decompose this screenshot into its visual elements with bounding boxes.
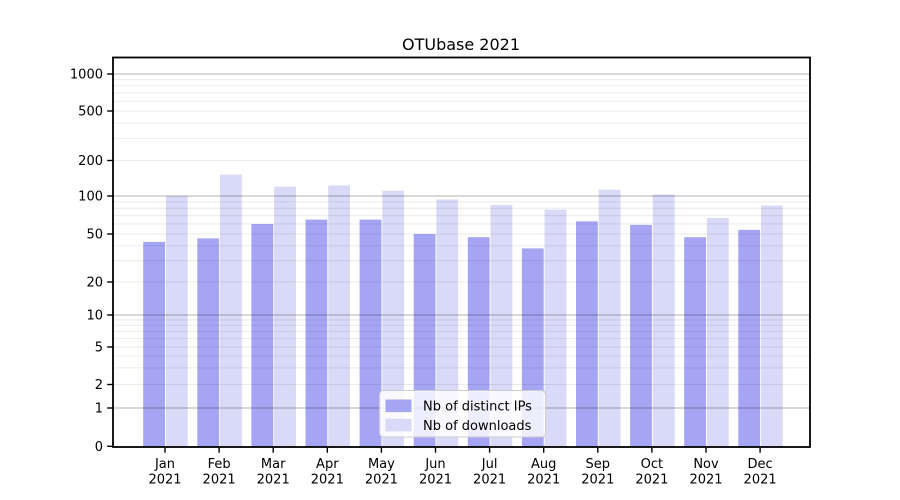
bar-distinct-ips-apr (305, 219, 328, 447)
bar-distinct-ips-mar (251, 224, 274, 447)
legend-label-downloads: Nb of downloads (423, 419, 532, 434)
chart-title: OTUbase 2021 (402, 35, 520, 54)
bar-distinct-ips-sep (576, 221, 598, 447)
x-tick-label-month: Jan (154, 457, 175, 472)
bar-distinct-ips-jan (143, 241, 165, 447)
y-tick-label: 500 (78, 105, 103, 120)
x-tick-label-year: 2021 (581, 473, 614, 488)
y-tick-label: 100 (78, 190, 103, 205)
legend-label-distinct-ips: Nb of distinct IPs (423, 400, 532, 415)
x-tick-label-year: 2021 (257, 473, 290, 488)
x-tick-label-year: 2021 (689, 473, 722, 488)
x-tick-label-month: Aug (531, 457, 556, 472)
bar-downloads-aug (544, 209, 567, 447)
bar-downloads-nov (706, 218, 729, 447)
x-tick-label-year: 2021 (148, 473, 181, 488)
bar-downloads-jan (165, 196, 188, 447)
bar-distinct-ips-dec (738, 229, 761, 447)
x-tick-label-year: 2021 (365, 473, 398, 488)
bar-distinct-ips-feb (197, 238, 220, 447)
y-tick-label: 0 (95, 440, 103, 455)
bar-distinct-ips-nov (684, 237, 706, 447)
bar-downloads-apr (328, 185, 350, 447)
x-tick-label-month: Mar (261, 457, 286, 472)
bar-distinct-ips-may (359, 219, 382, 447)
y-tick-label: 2 (95, 378, 103, 393)
x-tick-label-month: Apr (316, 457, 339, 472)
y-tick-label: 20 (86, 276, 103, 291)
x-tick-label-year: 2021 (473, 473, 506, 488)
y-tick-label: 10 (86, 309, 103, 324)
y-tick-label: 5 (95, 341, 103, 356)
x-tick-label-year: 2021 (419, 473, 452, 488)
bar-downloads-sep (598, 189, 621, 447)
legend-swatch-distinct-ips (385, 399, 412, 413)
bar-downloads-dec (761, 205, 783, 447)
ticks-layer (107, 73, 761, 453)
y-tick-label: 50 (86, 228, 103, 243)
x-tick-label-month: Nov (693, 457, 719, 472)
grid-minor-layer (113, 79, 810, 385)
bar-downloads-mar (274, 186, 296, 447)
y-tick-label: 200 (78, 154, 103, 169)
x-tick-label-month: Jun (424, 457, 445, 472)
y-tick-label: 1000 (70, 68, 103, 83)
x-tick-label-month: Dec (748, 457, 773, 472)
bar-downloads-jun (436, 199, 459, 447)
x-tick-label-year: 2021 (527, 473, 560, 488)
bar-distinct-ips-oct (630, 224, 652, 447)
x-tick-label-month: Feb (208, 457, 231, 472)
x-tick-label-month: Jul (481, 457, 498, 472)
x-tick-label-year: 2021 (744, 473, 777, 488)
tick-labels-layer: 10005002001005020105210Jan2021Feb2021Mar… (70, 68, 777, 488)
bar-downloads-feb (220, 174, 242, 447)
bar-downloads-may (382, 190, 405, 447)
x-tick-label-month: Oct (641, 457, 663, 472)
x-tick-label-month: May (368, 457, 395, 472)
legend: Nb of distinct IPs Nb of downloads (379, 390, 546, 438)
bar-downloads-oct (652, 194, 675, 447)
plot-frame (112, 56, 811, 448)
x-tick-label-year: 2021 (203, 473, 236, 488)
legend-box (379, 390, 546, 438)
x-tick-label-year: 2021 (311, 473, 344, 488)
x-tick-label-month: Sep (586, 457, 611, 472)
legend-swatch-downloads (385, 418, 412, 432)
x-tick-label-year: 2021 (635, 473, 668, 488)
bar-downloads-jul (490, 204, 513, 447)
y-tick-label: 1 (95, 402, 103, 417)
